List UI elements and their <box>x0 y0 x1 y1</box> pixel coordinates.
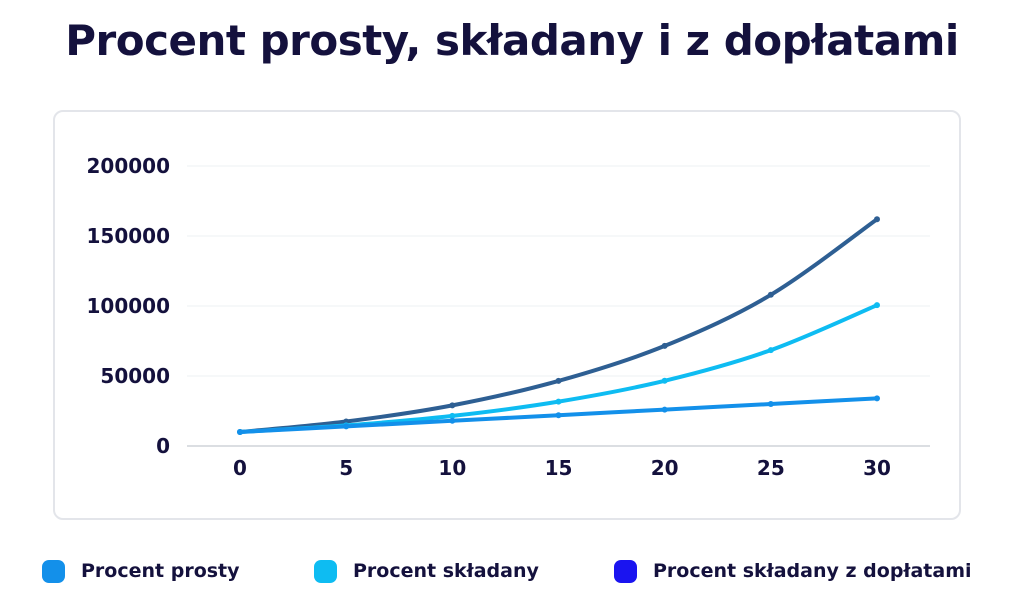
data-point <box>767 401 774 407</box>
legend-item-procent-prosty[interactable]: Procent prosty <box>42 556 240 586</box>
data-point <box>661 406 668 413</box>
legend-label: Procent składany z dopłatami <box>653 560 972 582</box>
chart-card <box>53 110 961 520</box>
y-tick-label: 100000 <box>87 294 171 318</box>
data-point <box>555 398 562 405</box>
data-point <box>767 347 774 354</box>
legend-swatch-procent-prosty <box>42 559 65 583</box>
legend: Procent prosty Procent składany Procent … <box>0 556 1024 588</box>
data-point <box>661 342 668 349</box>
x-tick-label: 15 <box>545 456 573 480</box>
x-tick-label: 10 <box>438 456 466 480</box>
data-point <box>874 395 880 402</box>
data-point <box>767 291 774 298</box>
x-tick-label: 25 <box>757 456 785 480</box>
legend-swatch-procent-skladany <box>314 559 337 583</box>
legend-label: Procent składany <box>353 560 539 582</box>
legend-item-procent-skladany-z-doplatami[interactable]: Procent składany z dopłatami <box>614 556 972 586</box>
line-chart: 0 50000 100000 150000 200000 0 5 10 15 20 25 30 <box>87 154 930 480</box>
data-point <box>661 377 668 384</box>
legend-item-procent-skladany[interactable]: Procent składany <box>314 556 539 586</box>
data-point <box>555 377 562 384</box>
x-tick-label: 0 <box>233 456 247 480</box>
chart-title: Procent prosty, składany i z dopłatami <box>65 16 959 65</box>
series-lines <box>237 216 880 435</box>
series-procent-prosty <box>237 395 880 435</box>
legend-label: Procent prosty <box>81 560 240 582</box>
data-point <box>449 417 456 424</box>
y-tick-label: 150000 <box>87 224 171 248</box>
data-point <box>874 216 880 223</box>
x-tick-label: 20 <box>651 456 679 480</box>
tick-labels: 0 50000 100000 150000 200000 0 5 10 15 20 25 30 <box>87 154 891 480</box>
data-point <box>449 402 456 409</box>
y-tick-label: 0 <box>156 434 170 458</box>
data-point <box>343 423 350 430</box>
data-point <box>237 429 243 435</box>
data-point <box>874 302 880 309</box>
legend-swatch-procent-skladany-z-doplatami <box>614 559 637 583</box>
y-tick-label: 200000 <box>87 154 171 178</box>
x-tick-label: 30 <box>863 456 891 480</box>
data-point <box>449 412 456 419</box>
x-tick-label: 5 <box>339 456 353 480</box>
gridlines <box>187 165 930 377</box>
y-tick-label: 50000 <box>100 364 170 388</box>
data-point <box>555 412 562 419</box>
